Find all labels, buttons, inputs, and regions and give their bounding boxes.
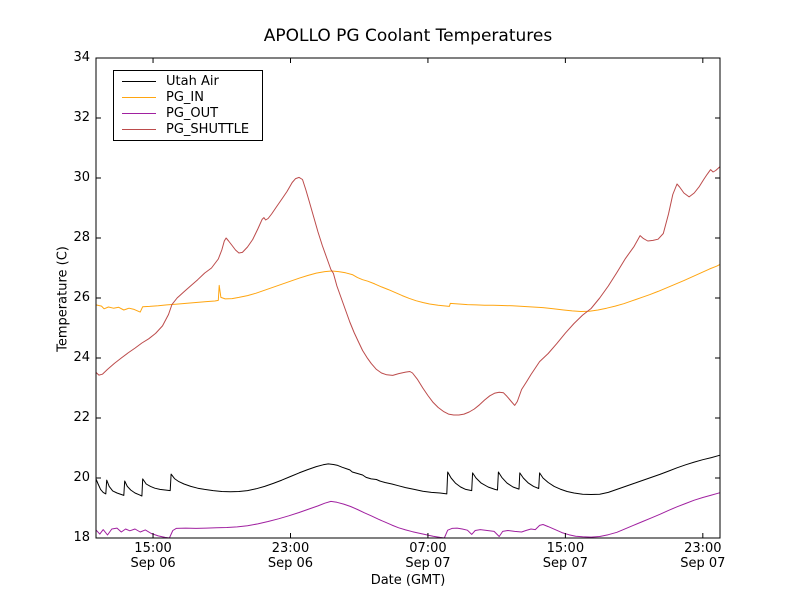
y-tick-label: 32 — [73, 110, 90, 125]
series-line-utah-air — [95, 454, 721, 497]
legend-label: PG_SHUTTLE — [166, 121, 250, 137]
legend-line-swatch — [122, 96, 156, 98]
y-tick-label: 30 — [73, 170, 90, 185]
x-axis-label: Date (GMT) — [370, 573, 446, 588]
legend-entry: PG_OUT — [114, 105, 262, 121]
y-tick-label: 24 — [73, 350, 90, 365]
x-tick-label: 15:00 Sep 07 — [542, 541, 588, 571]
legend: Utah Air PG_IN PG_OUT PG_SHUTTLE — [113, 70, 263, 141]
legend-line-swatch — [122, 80, 156, 82]
series-line-pg-out — [95, 492, 721, 539]
chart-title: APOLLO PG Coolant Temperatures — [263, 26, 553, 46]
series-line-pg-shuttle — [95, 166, 721, 416]
y-tick-label: 34 — [73, 50, 90, 65]
legend-entry: Utah Air — [114, 73, 262, 89]
legend-entry: PG_SHUTTLE — [114, 121, 262, 137]
y-tick-label: 22 — [73, 410, 90, 425]
y-tick-label: 20 — [73, 470, 90, 485]
legend-line-swatch — [122, 128, 156, 130]
x-tick-label: 23:00 Sep 07 — [680, 541, 726, 571]
legend-label: PG_OUT — [166, 105, 219, 121]
x-tick-label: 07:00 Sep 07 — [405, 541, 451, 571]
legend-label: Utah Air — [166, 73, 219, 89]
y-tick-label: 18 — [73, 530, 90, 545]
x-tick-label: 23:00 Sep 06 — [267, 541, 314, 571]
series-line-pg-in — [95, 263, 721, 313]
legend-entry: PG_IN — [114, 89, 262, 105]
y-tick-label: 26 — [73, 290, 90, 305]
x-tick-label: 15:00 Sep 06 — [130, 541, 176, 571]
y-tick-label: 28 — [73, 230, 90, 245]
legend-line-swatch — [122, 112, 156, 114]
legend-label: PG_IN — [166, 89, 204, 105]
